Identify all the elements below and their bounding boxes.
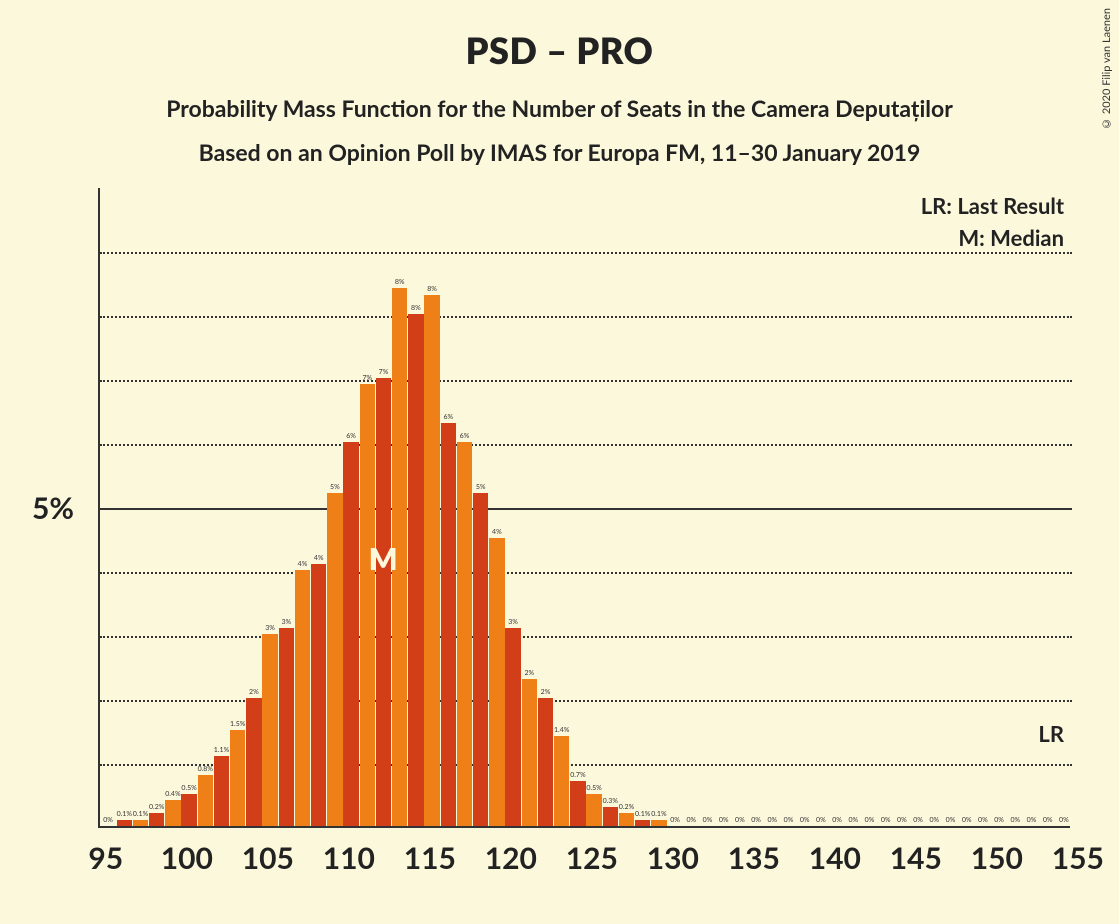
bar	[505, 628, 521, 826]
copyright-text: © 2020 Filip van Laenen	[1100, 8, 1113, 130]
bar	[376, 378, 392, 826]
bar	[165, 800, 181, 826]
bar-label: 2%	[514, 669, 544, 677]
bar	[441, 423, 457, 826]
x-tick: 145	[890, 840, 942, 876]
bar-label: 0.5%	[579, 784, 609, 792]
bar	[522, 679, 538, 826]
bar-label: 6%	[433, 413, 463, 421]
x-tick: 105	[242, 840, 294, 876]
bar-label: 0%	[1049, 816, 1079, 824]
bars-group: 0%0.1%0.1%0.2%0.4%0.5%0.8%1.1%1.5%2%3%3%…	[100, 186, 1072, 826]
bar	[408, 314, 424, 826]
x-tick: 125	[566, 840, 618, 876]
y-axis-label: 5%	[32, 490, 74, 526]
bar	[262, 634, 278, 826]
bar-label: 8%	[385, 278, 415, 286]
bar	[133, 820, 149, 826]
bar	[279, 628, 295, 826]
bar	[538, 698, 554, 826]
bar-label: 8%	[417, 285, 447, 293]
bar	[214, 756, 230, 826]
bar	[327, 493, 343, 826]
x-tick: 95	[88, 840, 123, 876]
bar	[392, 288, 408, 826]
x-tick: 150	[971, 840, 1023, 876]
x-tick: 100	[161, 840, 213, 876]
x-tick: 135	[728, 840, 780, 876]
bar-label: 5%	[466, 483, 496, 491]
bar	[117, 820, 133, 826]
x-tick: 130	[647, 840, 699, 876]
bar-label: 1.4%	[547, 726, 577, 734]
bar	[311, 564, 327, 826]
bar-label: 0.7%	[563, 771, 593, 779]
x-tick: 140	[809, 840, 861, 876]
bar	[149, 813, 165, 826]
chart-subtitle-1: Probability Mass Function for the Number…	[0, 72, 1119, 122]
bar-label: 6%	[450, 432, 480, 440]
bar-label: 2%	[531, 688, 561, 696]
x-tick: 110	[323, 840, 375, 876]
bar	[343, 442, 359, 826]
x-tick: 120	[485, 840, 537, 876]
bar	[489, 538, 505, 826]
bar	[554, 736, 570, 826]
bar-label: 3%	[498, 618, 528, 626]
bar	[295, 570, 311, 826]
bar	[473, 493, 489, 826]
plot-area: LR: Last Result M: Median 5% LR 0%0.1%0.…	[98, 188, 1070, 828]
bar	[360, 384, 376, 826]
bar	[635, 820, 651, 826]
chart-subtitle-2: Based on an Opinion Poll by IMAS for Eur…	[0, 122, 1119, 166]
bar	[457, 442, 473, 826]
x-tick: 155	[1052, 840, 1104, 876]
bar	[230, 730, 246, 826]
bar	[181, 794, 197, 826]
x-tick: 115	[404, 840, 456, 876]
bar	[246, 698, 262, 826]
bar-label: 4%	[482, 528, 512, 536]
bar	[198, 775, 214, 826]
chart-title: PSD – PRO	[0, 0, 1119, 72]
chart-container: LR: Last Result M: Median 5% LR 0%0.1%0.…	[80, 188, 1080, 888]
bar	[424, 295, 440, 826]
